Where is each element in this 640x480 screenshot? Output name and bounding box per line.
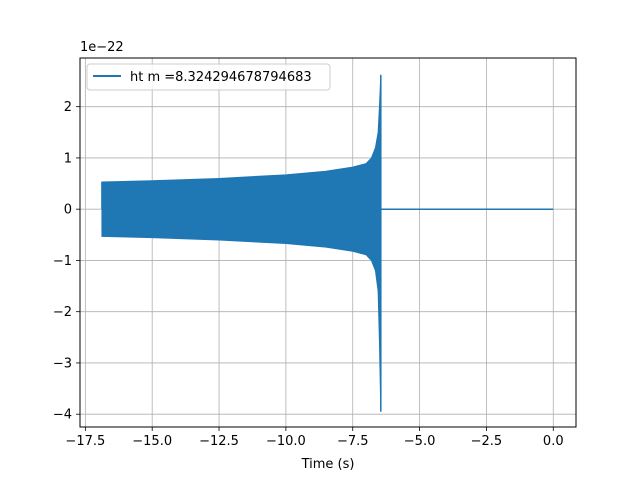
- x-tick-label: −17.5: [65, 434, 105, 449]
- x-tick-label: −12.5: [199, 434, 239, 449]
- legend-box: [86, 63, 331, 91]
- y-tick-label: −4: [53, 408, 72, 423]
- x-axis-label: Time (s): [301, 457, 355, 472]
- y-scale-label: 1e−22: [80, 40, 124, 55]
- legend-label: ht m =8.324294678794683: [130, 70, 312, 85]
- y-tick-label: 0: [64, 203, 72, 218]
- x-tick-label: −7.5: [337, 434, 369, 449]
- series-oscillation: [101, 74, 382, 412]
- axes-ticks: −17.5 −15.0 −12.5 −10.0 −7.5 −5.0 −2.5 0.0 −4 −3 −…: [53, 100, 564, 449]
- x-tick-label: −5.0: [404, 434, 436, 449]
- x-tick-label: 0.0: [543, 434, 564, 449]
- y-tick-label: 2: [64, 100, 72, 115]
- y-tick-label: −1: [53, 254, 72, 269]
- x-tick-label: −2.5: [471, 434, 503, 449]
- series-area: [101, 74, 554, 412]
- plot-frame: [79, 57, 577, 428]
- y-tick-label: −2: [53, 305, 72, 320]
- x-tick-label: −15.0: [132, 434, 172, 449]
- x-tick-label: −10.0: [266, 434, 306, 449]
- y-tick-label: 1: [64, 151, 72, 166]
- legend: ht m =8.324294678794683: [86, 63, 331, 91]
- y-tick-label: −3: [53, 356, 72, 371]
